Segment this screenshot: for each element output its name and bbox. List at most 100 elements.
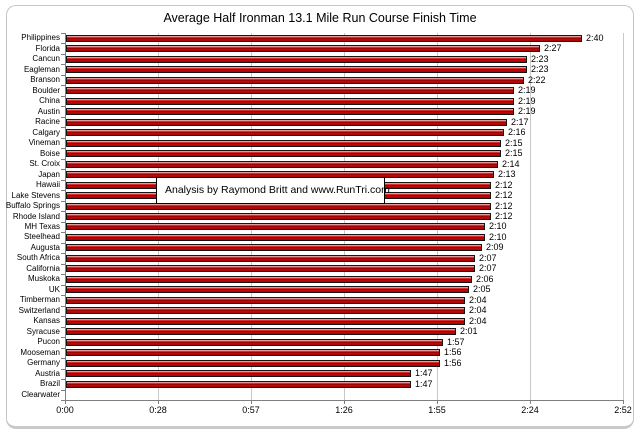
chart-title: Average Half Ironman 13.1 Mile Run Cours… <box>163 11 477 25</box>
bar-value-label: 2:23 <box>531 53 549 64</box>
bar <box>66 139 501 147</box>
bar-value-label: 2:22 <box>528 74 546 85</box>
x-axis-tick <box>530 400 531 404</box>
category-label: Racine <box>35 117 60 127</box>
category-label: South Africa <box>16 253 60 263</box>
bar <box>66 34 582 42</box>
bar-value-label: 2:12 <box>495 190 513 201</box>
bar <box>66 129 504 137</box>
category-axis-tick <box>61 179 65 181</box>
x-tick-label: 2:24 <box>521 405 539 415</box>
category-axis-tick <box>61 379 65 381</box>
category-axis-tick <box>61 74 65 76</box>
category-label: Philippines <box>21 33 60 43</box>
category-label: Germany <box>27 358 60 368</box>
category-axis-tick <box>61 148 65 150</box>
bar-value-label: 2:17 <box>511 116 529 127</box>
category-label: Syracuse <box>26 326 60 336</box>
bar <box>66 296 465 304</box>
bar <box>66 349 440 357</box>
bar-value-label: 1:56 <box>444 357 462 368</box>
category-axis-tick <box>61 305 65 307</box>
category-axis-line <box>65 33 66 401</box>
category-axis-tick <box>61 43 65 45</box>
x-tick-label: 0:00 <box>56 405 74 415</box>
bar <box>66 307 465 315</box>
bar <box>66 97 514 105</box>
bar-value-label: 2:07 <box>479 263 497 274</box>
category-label: Hawaii <box>35 180 60 190</box>
bar-value-label: 2:10 <box>489 221 507 232</box>
category-label: Mooseman <box>20 347 60 357</box>
bar-value-label: 2:19 <box>518 95 536 106</box>
bar <box>66 160 498 168</box>
gridline <box>623 33 624 400</box>
bar-value-label: 2:19 <box>518 85 536 96</box>
bar-value-label: 2:12 <box>495 179 513 190</box>
category-label: Japan <box>38 169 60 179</box>
bar-value-label: 2:04 <box>469 315 487 326</box>
category-axis-tick <box>61 190 65 192</box>
category-axis-tick <box>61 347 65 349</box>
category-label: Timberman <box>19 295 60 305</box>
value-axis-line <box>65 400 624 401</box>
category-label: Muskoka <box>27 274 60 284</box>
category-label: Austin <box>37 106 60 116</box>
bar <box>66 254 475 262</box>
category-label: Steelhead <box>23 232 60 242</box>
category-label: Lake Stevens <box>11 190 60 200</box>
bar-value-label: 2:12 <box>495 200 513 211</box>
bar-value-label: 2:19 <box>518 106 536 117</box>
category-label: Buffalo Springs <box>5 201 60 210</box>
category-label: Eagleman <box>23 64 60 74</box>
category-label: Boulder <box>32 85 60 95</box>
bar <box>66 370 411 378</box>
bar-value-label: 2:01 <box>460 326 478 337</box>
bar-value-label: 2:04 <box>469 294 487 305</box>
bar-value-label: 2:07 <box>479 252 497 263</box>
category-label: Pucon <box>37 337 60 347</box>
category-axis-tick <box>61 221 65 223</box>
bar-value-label: 2:04 <box>469 305 487 316</box>
bar-value-label: 2:05 <box>473 284 491 295</box>
category-axis-tick <box>61 284 65 286</box>
bar <box>66 317 465 325</box>
category-label: Kansas <box>33 316 60 326</box>
category-label: UK <box>48 284 60 294</box>
category-label: Augusta <box>30 242 60 252</box>
x-tick-label: 1:26 <box>335 405 353 415</box>
bar-value-label: 2:12 <box>495 211 513 221</box>
bar <box>66 108 514 116</box>
bar <box>66 265 475 273</box>
category-axis-tick <box>61 116 65 118</box>
x-axis-tick <box>251 400 252 404</box>
bar <box>66 55 527 63</box>
category-label: Rhode Island <box>12 211 60 221</box>
bar <box>66 233 485 241</box>
bar-value-label: 2:10 <box>489 231 507 242</box>
x-tick-label: 0:28 <box>149 405 167 415</box>
x-axis-tick <box>344 400 345 404</box>
category-axis-tick <box>61 158 65 160</box>
bar <box>66 359 440 367</box>
category-axis-tick <box>61 232 65 234</box>
annotation-box: Analysis by Raymond Britt and www.RunTri… <box>156 177 390 204</box>
x-tick-label: 2:52 <box>614 405 632 415</box>
bar-value-label: 2:14 <box>502 158 520 169</box>
category-axis-tick <box>61 33 65 34</box>
bar <box>66 66 527 74</box>
category-axis-tick <box>61 368 65 370</box>
bar <box>66 118 507 126</box>
x-axis-tick <box>623 400 624 404</box>
category-label: Cancun <box>32 54 60 64</box>
category-axis-tick <box>61 95 65 97</box>
category-label: China <box>39 96 60 106</box>
category-label: Branson <box>30 75 60 85</box>
bar <box>66 286 469 294</box>
annotation-text: Analysis by Raymond Britt and www.RunTri… <box>165 184 390 196</box>
bar <box>66 338 443 346</box>
bar <box>66 87 514 95</box>
x-axis-tick <box>437 400 438 404</box>
category-axis-tick <box>61 53 65 55</box>
